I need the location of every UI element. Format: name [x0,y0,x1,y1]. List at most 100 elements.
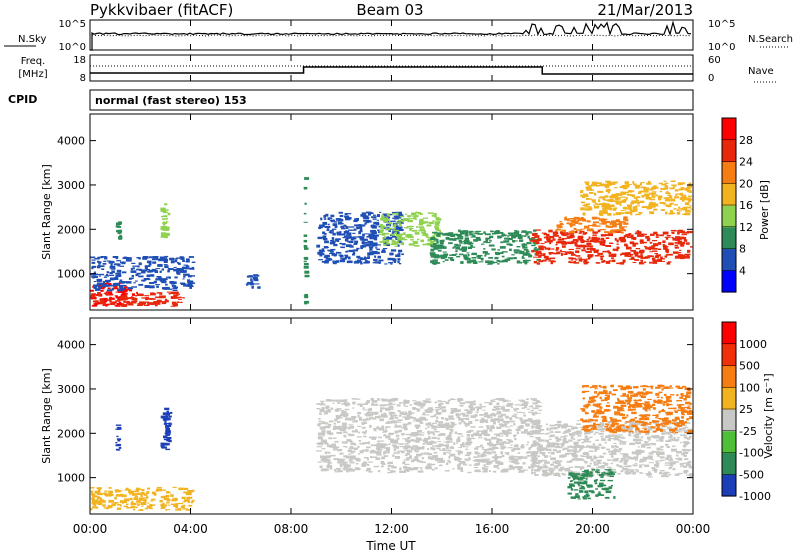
echo-cell [426,224,432,227]
echo-cell [574,476,580,479]
echo-cell [394,245,398,247]
echo-cell [503,399,509,402]
echo-cell [602,183,606,186]
echo-cell [494,256,499,260]
echo-cell [96,284,102,286]
echo-cell [439,449,445,451]
echo-cell [162,502,165,505]
echo-cell [481,459,488,463]
echo-cell [142,256,149,259]
echo-cell [458,418,464,421]
echo-cell [332,446,337,449]
echo-cell [135,295,138,297]
echo-cell [584,181,590,184]
echo-cell [665,254,669,256]
echo-cell [251,286,254,289]
echo-cell [594,225,601,227]
echo-cell [409,234,412,237]
echo-cell [386,223,392,227]
echo-cell [121,295,128,298]
echo-cell [542,459,547,461]
echo-cell [654,253,658,255]
echo-cell [420,239,424,243]
echo-cell [488,402,493,406]
echo-cell [600,416,606,418]
echo-cell [509,455,512,459]
echo-cell [675,236,681,239]
freq-label-line2: [MHz] [18,69,47,80]
echo-cell [530,446,533,449]
echo-cell [613,458,616,461]
echo-cell [485,438,492,441]
echo-cell [634,420,641,423]
echo-cell [637,234,642,237]
echo-cell [377,229,381,231]
echo-cell [103,284,108,287]
echo-cell [436,447,441,450]
echo-cell [681,208,686,211]
echo-cell [620,402,626,404]
echo-cell [609,204,615,208]
echo-cell [491,443,497,447]
echo-cell [359,418,362,421]
echo-cell [570,436,574,439]
echo-cell [589,400,595,403]
echo-cell [596,459,602,462]
echo-cell [91,261,96,264]
echo-cell [422,417,426,420]
echo-cell [153,493,157,496]
echo-cell [442,423,447,426]
echo-cell [90,295,95,298]
echo-cell [326,465,333,468]
echo-cell [330,399,336,402]
echo-cell [598,443,602,447]
echo-cell [616,450,621,453]
echo-cell [425,398,431,400]
echo-cell [609,430,612,433]
echo-cell [339,259,346,263]
echo-cell [579,448,584,450]
echo-cell [581,190,584,192]
echo-cell [392,213,398,215]
echo-cell [461,247,468,251]
echo-cell [519,239,524,242]
echo-cell [586,412,589,415]
echo-cell [645,405,652,407]
echo-cell [567,449,571,453]
echo-cell [569,449,574,452]
echo-cell [651,459,654,461]
echo-cell [383,241,389,243]
echo-cell [660,410,666,412]
echo-cell [614,422,619,425]
echo-cell [138,499,144,501]
echo-cell [500,413,506,416]
echo-cell [497,263,500,265]
echo-cell [553,232,557,234]
echo-cell [363,457,369,459]
echo-cell [599,229,606,231]
echo-cell [509,420,515,423]
echo-cell [560,251,566,253]
echo-cell [558,450,562,452]
echo-cell [648,426,653,429]
echo-cell [446,435,452,438]
echo-cell [382,248,388,250]
echo-cell [327,432,334,435]
echo-cell [518,456,524,459]
echo-cell [323,426,326,428]
echo-cell [108,260,114,264]
echo-cell [118,301,122,304]
echo-cell [550,430,554,433]
echo-cell [492,460,498,462]
echo-cell [677,387,684,390]
echo-cell [468,241,473,244]
echo-cell [395,227,401,230]
echo-cell [92,506,98,509]
echo-cell [143,301,150,303]
echo-cell [578,490,584,493]
echo-cell [119,500,125,503]
echo-cell [640,436,644,439]
echo-cell [671,448,677,452]
echo-cell [609,242,614,244]
